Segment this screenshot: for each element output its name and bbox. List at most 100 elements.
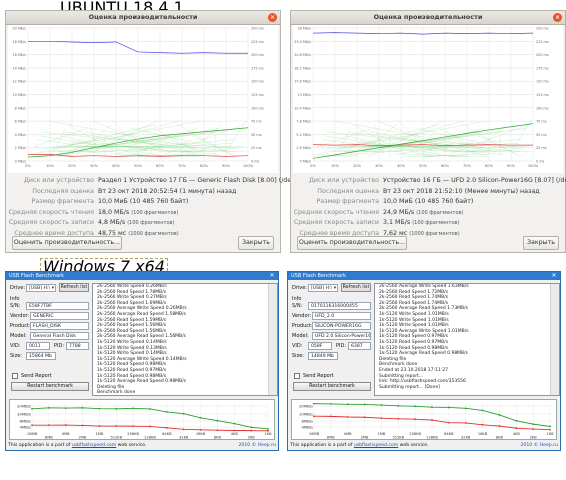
info-label: Info xyxy=(292,296,302,302)
close-icon[interactable]: ✕ xyxy=(269,272,275,279)
x-tick-label: 20% xyxy=(68,164,77,168)
model-label: Model: xyxy=(10,333,27,339)
log-line: Deleting file xyxy=(379,356,407,362)
data-point xyxy=(346,403,349,406)
restart-benchmark-button[interactable]: Restart benchmark xyxy=(293,382,371,391)
log-line: 1k-5120 Read Speed 0.97MB/s xyxy=(379,339,449,345)
close-button[interactable]: Закрыть xyxy=(523,236,559,250)
x-tick-label: 256KB xyxy=(127,432,139,436)
send-report-checkbox[interactable] xyxy=(294,373,300,379)
info-row-disk: Диск или устройство Раздел 1 Устройство 1… xyxy=(24,177,315,184)
x-tick-label: 8KB xyxy=(214,436,222,440)
window-title: Оценка производительности × xyxy=(291,11,565,25)
y-tick-label: 0 МБ/s xyxy=(15,160,27,164)
data-point xyxy=(313,402,315,405)
data-point xyxy=(182,412,185,415)
pid-field: 6387 xyxy=(348,342,371,350)
data-point xyxy=(414,418,417,421)
x-tick-label: 70% xyxy=(463,164,472,168)
x-tick-label: 16KB xyxy=(478,432,488,436)
y2-tick-label: 50 ms xyxy=(536,133,547,137)
x-tick-label: 80% xyxy=(200,164,209,168)
x-tick-label: 512KB xyxy=(392,436,404,440)
x-tick-label: 100% xyxy=(528,164,539,168)
vid-field: 058F xyxy=(308,342,332,350)
log-line: 2k-2560 Write Speed 0.27MB/s xyxy=(97,295,167,301)
drive-select[interactable]: [USB] H:\ ▾ xyxy=(26,284,56,292)
close-icon[interactable]: × xyxy=(553,13,562,22)
x-tick-label: 128KB xyxy=(426,436,438,440)
refresh-list-button[interactable]: Refresh list xyxy=(59,283,89,292)
x-tick-label: 4KB xyxy=(513,432,521,436)
y-tick-label: 10.4 МБ/s xyxy=(294,106,311,110)
log-line: 2k-2560 Read Speed 1.74MB/s xyxy=(379,295,449,301)
log-scrollbar[interactable] xyxy=(550,284,559,395)
x-tick-label: 4MB xyxy=(344,432,352,436)
info-row-last: Последняя оценка Вт 23 окт 2018 21:52:10 … xyxy=(317,187,540,195)
log-line: 2k-2560 Average Read Speed 1.73MB/s xyxy=(379,306,469,312)
info-row-write: Средняя скорость записи 3,1 МБ/s (100 фра… xyxy=(293,219,460,226)
info-row-access: Среднее время доступа 48,75 мс (1000 фраг… xyxy=(14,229,179,237)
drive-label: Drive: xyxy=(10,285,26,291)
log-line: 2k-2560 Read Speed 1.56MB/s xyxy=(97,328,167,334)
log-line: 2k-2560 Average Read Speed 1.56MB/s xyxy=(97,334,187,340)
benchmark-button[interactable]: Оценить производительность... xyxy=(12,236,122,250)
x-tick-label: 2KB xyxy=(248,436,256,440)
chevron-down-icon: ▾ xyxy=(51,286,54,291)
size-field: 14849 Mb xyxy=(308,352,338,360)
benchmark-log[interactable]: 2k-2560 Write Speed 0.26MB/s 2k-2560 Read… xyxy=(92,283,278,396)
y2-tick-label: 250 ms xyxy=(251,27,264,31)
log-line: 1k-5120 Write Speed 1.01MB/s xyxy=(379,311,449,317)
data-point xyxy=(532,423,535,426)
data-point xyxy=(346,416,349,418)
close-icon[interactable]: × xyxy=(268,13,277,22)
y-tick-label: 23.4 МБ/s xyxy=(294,40,311,44)
y2-tick-label: 175 ms xyxy=(536,66,549,70)
close-icon[interactable]: ✕ xyxy=(551,272,557,279)
drive-select[interactable]: [USB] H:\ ▾ xyxy=(308,284,338,292)
info-row-disk: Диск или устройство Устройство 16 ГБ — UF… xyxy=(309,177,566,184)
size-label: Size: xyxy=(292,353,304,359)
log-line: 1k-5120 Read Speed 0.98MB/s xyxy=(97,362,167,368)
data-point xyxy=(115,407,118,410)
benchmark-button[interactable]: Оценить производительность... xyxy=(297,236,407,250)
usbflashspeed-link[interactable]: usbflashspeed.com xyxy=(353,443,399,448)
x-tick-label: 50% xyxy=(419,164,428,168)
log-scrollbar[interactable] xyxy=(268,284,277,395)
y2-tick-label: 225 ms xyxy=(251,40,264,44)
data-point xyxy=(31,407,33,410)
log-line: Ended at 23.10.2018 17:11:27 xyxy=(379,367,448,373)
data-point xyxy=(182,428,185,431)
y-tick-label: 20MB/s xyxy=(299,403,313,408)
y-tick-label: 20.8 МБ/s xyxy=(294,53,311,57)
benchmark-log[interactable]: 2k-2560 Average Write Speed 1.63MB/s 2k-2… xyxy=(374,283,560,396)
copyright: 2010 © Heep.ru xyxy=(238,443,277,448)
benchmark-info: Диск или устройство Раздел 1 Устройство 1… xyxy=(8,176,315,239)
send-report-checkbox[interactable] xyxy=(12,373,18,379)
y2-tick-label: 75 ms xyxy=(251,120,262,124)
close-button[interactable]: Закрыть xyxy=(238,236,274,250)
x-tick-label: 8MB xyxy=(45,436,53,440)
x-tick-label: 60% xyxy=(441,164,450,168)
y2-tick-label: 200 ms xyxy=(251,53,264,57)
usbflashspeed-link[interactable]: usbflashspeed.com xyxy=(71,443,117,448)
access-time-scatter xyxy=(312,120,531,158)
send-report-label: Send Report xyxy=(21,373,52,379)
data-point xyxy=(98,407,101,410)
log-line: Benchmark done xyxy=(97,390,136,396)
y-tick-label: 10MB/s xyxy=(17,411,31,416)
refresh-list-button[interactable]: Refresh list xyxy=(341,283,371,292)
drive-label: Drive: xyxy=(292,285,308,291)
x-tick-label: 2MB xyxy=(79,436,87,440)
read-speed-line xyxy=(312,32,534,35)
y-tick-label: 13 МБ/s xyxy=(297,93,311,97)
send-report-label: Send Report xyxy=(303,373,334,379)
access-time-line xyxy=(28,154,249,157)
vendor-field: UFD_2.0 xyxy=(312,312,371,320)
restart-benchmark-button[interactable]: Restart benchmark xyxy=(11,382,89,391)
log-line: 1k-5120 Write Speed 0.13MB/s xyxy=(97,345,167,351)
x-tick-label: 256KB xyxy=(409,432,421,436)
info-row-write: Средняя скорость записи 4,8 МБ/s (100 фра… xyxy=(8,219,175,226)
y2-tick-label: 0 ms xyxy=(251,160,260,164)
usb-benchmark-window: USB Flash Benchmark ✕ Drive: [USB] H:\ ▾ R… xyxy=(5,271,279,451)
